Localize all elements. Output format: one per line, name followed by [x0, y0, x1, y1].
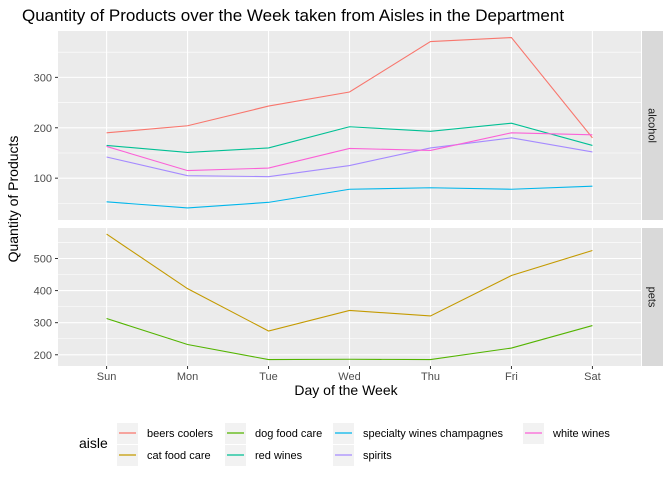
- facet-strip-label: pets: [646, 287, 658, 308]
- facet-strip: [642, 31, 663, 220]
- x-tick-label: Sun: [97, 371, 117, 383]
- y-tick-label: 200: [34, 350, 52, 362]
- panel-pets: 200 300 400 500 pets: [34, 228, 663, 366]
- legend-item: white wines: [523, 423, 610, 444]
- y-axis-title: Quantity of Products: [5, 136, 21, 263]
- y-tick-label: 300: [34, 318, 52, 330]
- x-tick-label: Mon: [177, 371, 198, 383]
- y-tick-label: 200: [34, 123, 52, 135]
- series-line-spirits: [106, 137, 593, 178]
- legend-label: cat food care: [147, 450, 211, 462]
- y-tick-label: 500: [34, 253, 52, 265]
- panel-alcohol: 100 200 300 alcohol: [34, 31, 663, 220]
- legend-title: aisle: [79, 435, 108, 451]
- series-line-white-wines: [106, 132, 593, 172]
- y-tick-label: 400: [34, 286, 52, 298]
- legend-item: red wines: [225, 445, 303, 466]
- x-tick-label: Fri: [505, 371, 518, 383]
- x-tick-label: Sat: [584, 371, 601, 383]
- x-tick-label: Wed: [338, 371, 360, 383]
- legend-label: dog food care: [255, 428, 322, 440]
- legend-label: specialty wines champagnes: [363, 428, 504, 440]
- legend-item: beers coolers: [117, 423, 214, 444]
- chart-title: Quantity of Products over the Week taken…: [22, 6, 564, 25]
- legend-item: dog food care: [225, 423, 322, 444]
- x-axis-title: Day of the Week: [294, 382, 398, 398]
- legend: aisle beers coolers cat food care dog food…: [79, 423, 610, 466]
- series-line-red-wines: [106, 122, 593, 154]
- legend-item: cat food care: [117, 445, 211, 466]
- series-line-dog-food-care: [106, 317, 593, 361]
- legend-item: specialty wines champagnes: [333, 423, 504, 444]
- facet-strip: [642, 228, 663, 366]
- x-tick-label: Tue: [259, 371, 278, 383]
- legend-item: spirits: [333, 445, 392, 466]
- facet-panels: 100 200 300 alcohol 200 300 400 500 pets Sun Mon Tu…: [34, 31, 663, 383]
- x-tick-label: Thu: [421, 371, 440, 383]
- legend-label: white wines: [552, 428, 610, 440]
- series-line-cat-food-care: [106, 233, 593, 332]
- legend-label: spirits: [363, 450, 392, 462]
- facet-strip-label: alcohol: [646, 108, 658, 143]
- series-line-beers-coolers: [106, 36, 593, 139]
- series-line-specialty-wines-champagnes: [106, 185, 593, 209]
- legend-label: red wines: [255, 450, 303, 462]
- y-tick-label: 300: [34, 72, 52, 84]
- y-tick-label: 100: [34, 173, 52, 185]
- legend-label: beers coolers: [147, 428, 214, 440]
